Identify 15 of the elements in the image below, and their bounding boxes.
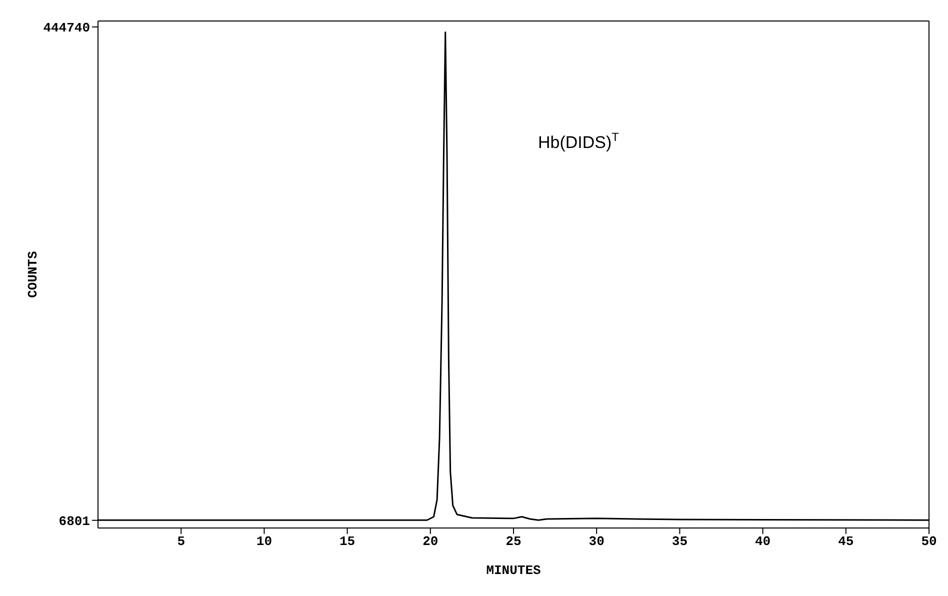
y-tick-label: 444740	[43, 20, 90, 36]
x-tick-label: 15	[339, 534, 356, 550]
y-tick-label: 6801	[58, 514, 90, 529]
x-tick-label: 10	[256, 534, 272, 550]
x-tick-label: 5	[177, 534, 186, 550]
y-axis-title: COUNTS	[26, 250, 41, 298]
x-tick-label: 35	[672, 534, 688, 550]
annotation: Hb(DIDS)$^{T}$	[538, 130, 619, 152]
x-tick-label: 20	[422, 534, 438, 550]
x-tick-label: 50	[921, 534, 937, 550]
x-tick-label: 25	[506, 534, 522, 550]
x-tick-label: 40	[754, 534, 771, 550]
x-axis-title: MINUTES	[486, 563, 542, 578]
x-tick-label: 45	[838, 534, 854, 550]
x-tick-label: 30	[588, 534, 605, 550]
